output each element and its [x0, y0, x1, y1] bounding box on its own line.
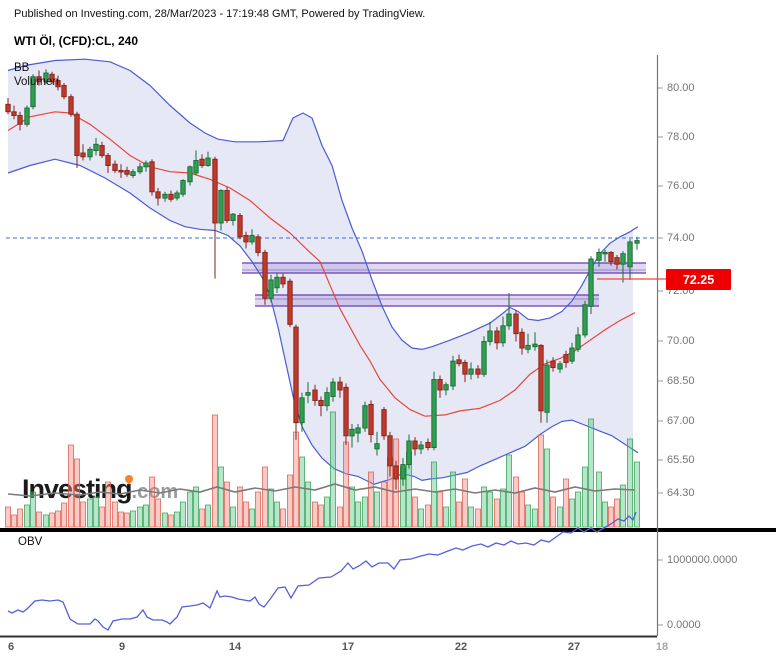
obv-axis-label: 1000000.0000: [667, 554, 738, 566]
symbol-title: WTI Öl, (CFD):CL, 240: [14, 34, 138, 48]
time-axis-label: 14: [228, 641, 242, 653]
axis-ticks: [658, 87, 663, 626]
watermark-brand-text: Investing: [22, 474, 133, 504]
bollinger-lower-line: [7, 158, 639, 485]
price-axis-label: 64.30: [667, 487, 695, 499]
time-axis-label: 6: [7, 641, 15, 653]
time-axis-label: 9: [118, 641, 126, 653]
legend-volume[interactable]: Volumen: [14, 76, 59, 88]
bollinger-upper-line: [7, 58, 639, 351]
resistance-zone: [242, 262, 646, 274]
time-axis-label: 22: [454, 641, 468, 653]
price-axis-label: 78.00: [667, 131, 695, 143]
price-axis-label: 80.00: [667, 82, 695, 94]
panel-separator: [0, 528, 776, 532]
bollinger-band-fill: [8, 59, 633, 485]
price-axis-label: 70.00: [667, 335, 695, 347]
price-axis-label: 65.50: [667, 454, 695, 466]
current-price-tag: 72.25: [666, 269, 731, 290]
price-axis-label: 67.00: [667, 415, 695, 427]
support-zone: [255, 294, 599, 307]
published-line: Published on Investing.com, 28/Mar/2023 …: [14, 8, 426, 20]
price-axis-label: 76.00: [667, 180, 695, 192]
candles-layer: [5, 69, 640, 490]
volume-ma-line: [7, 483, 636, 497]
time-axis-label: 17: [341, 641, 355, 653]
price-axis-label: 68.50: [667, 375, 695, 387]
legend-obv[interactable]: OBV: [18, 536, 43, 548]
price-axis-label: 74.00: [667, 232, 695, 244]
obv-axis-label: 0.0000: [667, 619, 701, 631]
obv-line: [7, 511, 637, 631]
time-axis-label: 18: [655, 641, 669, 653]
legend-bb[interactable]: BB: [14, 62, 30, 74]
time-axis-label: 27: [567, 641, 581, 653]
